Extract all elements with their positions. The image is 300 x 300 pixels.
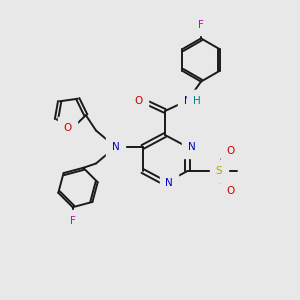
Text: H: H <box>193 95 200 106</box>
Text: N: N <box>165 178 173 188</box>
Text: N: N <box>188 142 195 152</box>
Text: O: O <box>63 123 72 133</box>
Text: F: F <box>70 216 76 226</box>
Text: O: O <box>134 95 143 106</box>
Text: N: N <box>184 95 191 106</box>
Text: O: O <box>226 146 235 157</box>
Text: S: S <box>216 166 222 176</box>
Text: N: N <box>112 142 119 152</box>
Text: F: F <box>198 20 204 30</box>
Text: O: O <box>226 185 235 196</box>
